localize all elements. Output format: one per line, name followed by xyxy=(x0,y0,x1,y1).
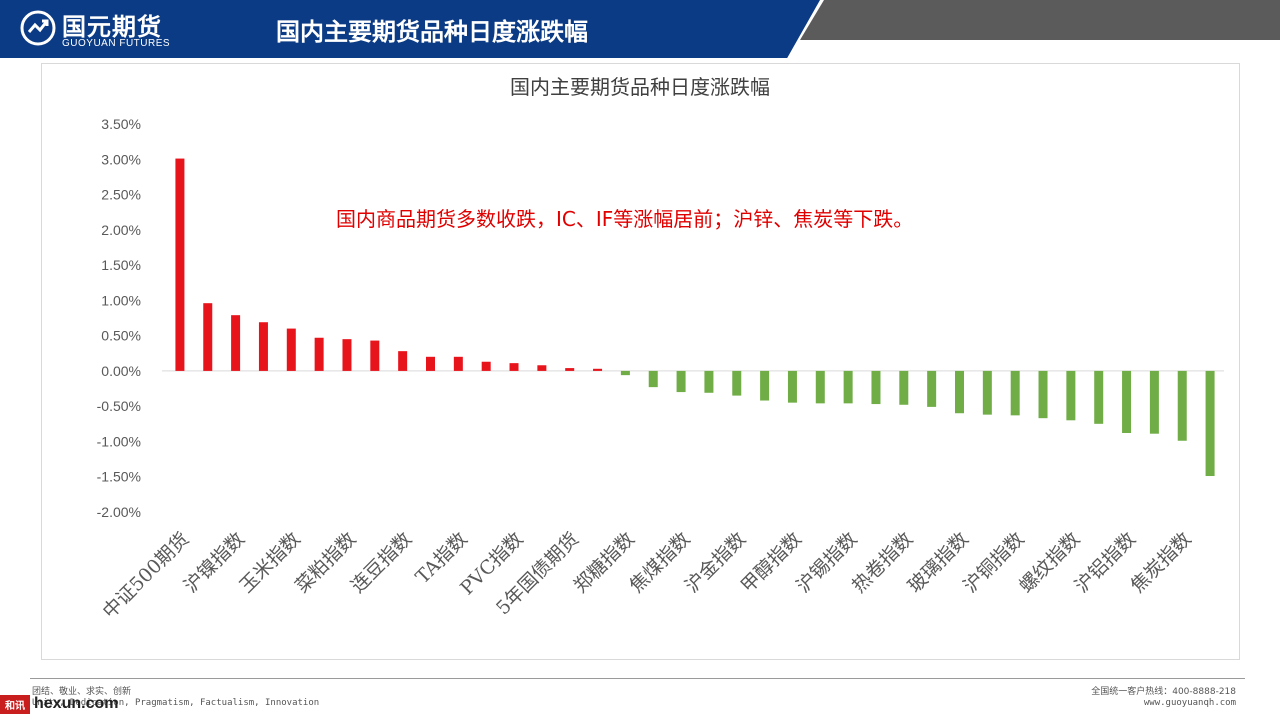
bar xyxy=(398,351,408,371)
bar xyxy=(760,370,770,401)
bar-chart: 国内主要期货品种日度涨跌幅 3.50% 3.00% 2.50% 2.00% 1.50% 1.… xyxy=(97,75,1224,623)
bar xyxy=(676,370,686,393)
bar xyxy=(843,370,853,404)
bar xyxy=(231,315,241,371)
bar xyxy=(1066,370,1076,421)
bar xyxy=(927,370,937,407)
footer-motto-cn: 团结、敬业、求实、创新 xyxy=(32,687,132,697)
x-tick-label: 玉米指数 xyxy=(236,528,305,597)
x-tick-label: 中证500期货 xyxy=(99,528,194,623)
x-tick-label: 连豆指数 xyxy=(347,528,416,597)
bar xyxy=(426,356,435,371)
y-tick-label: 2.00% xyxy=(101,222,141,238)
bar xyxy=(258,322,268,371)
watermark: 和讯 hexun.com xyxy=(0,694,118,714)
bar xyxy=(955,370,964,414)
watermark-text: hexun.com xyxy=(34,695,119,712)
x-tick-label: 菜粕指数 xyxy=(291,528,360,597)
page-title: 国内主要期货品种日度涨跌幅 xyxy=(276,18,588,46)
bar xyxy=(871,370,881,405)
bar xyxy=(1038,370,1048,419)
header-gray-band xyxy=(800,0,1280,40)
bar xyxy=(565,368,575,371)
header-blue-band xyxy=(0,0,820,58)
bar xyxy=(314,337,324,371)
bar xyxy=(1205,370,1215,477)
logo-icon xyxy=(20,10,56,46)
x-tick-label: 焦煤指数 xyxy=(625,528,694,597)
footer-hotline: 全国统一客户热线：400-8888-218 xyxy=(1091,687,1236,697)
x-tick-label: 甲醇指数 xyxy=(737,528,806,597)
bar xyxy=(286,328,296,371)
bar xyxy=(342,339,352,371)
x-tick-label: 沪锡指数 xyxy=(792,528,861,597)
chart-frame: 国内主要期货品种日度涨跌幅 3.50% 3.00% 2.50% 2.00% 1.50% 1.… xyxy=(41,63,1240,660)
bar xyxy=(1122,370,1132,433)
bar xyxy=(453,356,463,371)
y-tick-label: -0.50% xyxy=(97,398,141,414)
bar xyxy=(1149,370,1159,434)
bar xyxy=(732,370,742,396)
y-tick-label: 0.00% xyxy=(101,363,141,379)
chart-title: 国内主要期货品种日度涨跌幅 xyxy=(510,75,770,99)
y-tick-label: 3.50% xyxy=(101,116,141,132)
bar xyxy=(593,368,603,371)
bar xyxy=(982,370,992,415)
bar xyxy=(787,370,797,403)
header: 国元期货 GUOYUAN FUTURES 国内主要期货品种日度涨跌幅 xyxy=(0,0,1280,58)
bar xyxy=(815,370,825,404)
logo-text-en: GUOYUAN FUTURES xyxy=(62,38,171,49)
x-tick-label: 沪镍指数 xyxy=(180,528,249,597)
bar xyxy=(704,370,714,393)
bar xyxy=(1010,370,1020,416)
x-tick-label: 沪金指数 xyxy=(681,528,750,597)
watermark-badge: 和讯 xyxy=(0,694,30,714)
x-tick-label: 热卷指数 xyxy=(848,528,917,597)
x-tick-label: 沪铝指数 xyxy=(1071,528,1140,597)
x-tick-label: 玻璃指数 xyxy=(904,528,973,597)
footer-motto-en: Unity, Dedication, Pragmatism, Factualis… xyxy=(32,698,320,708)
bar xyxy=(1094,370,1104,424)
bar xyxy=(648,370,658,388)
bar xyxy=(899,370,909,405)
y-tick-label: 0.50% xyxy=(101,328,141,344)
bar xyxy=(620,370,630,376)
y-tick-label: -1.50% xyxy=(97,469,141,485)
logo-text-cn: 国元期货 xyxy=(62,13,162,41)
y-tick-label: -1.00% xyxy=(97,433,141,449)
x-tick-label: 螺纹指数 xyxy=(1015,528,1084,597)
bar xyxy=(509,363,519,371)
bar xyxy=(175,158,185,371)
bar xyxy=(1177,370,1187,441)
y-tick-label: 1.00% xyxy=(101,292,141,308)
bar xyxy=(537,365,547,371)
x-tick-label: 郑糖指数 xyxy=(570,528,639,597)
y-tick-label: 1.50% xyxy=(101,257,141,273)
chart-annotation: 国内商品期货多数收跌，IC、IF等涨幅居前；沪锌、焦炭等下跌。 xyxy=(336,207,914,231)
y-tick-label: 3.00% xyxy=(101,151,141,167)
y-tick-label: -2.00% xyxy=(97,504,141,520)
bar xyxy=(481,361,491,371)
y-tick-label: 2.50% xyxy=(101,187,141,203)
footer-divider xyxy=(30,678,1245,679)
bar xyxy=(203,303,213,371)
x-tick-label: 焦炭指数 xyxy=(1126,528,1195,597)
x-tick-label: 沪铜指数 xyxy=(959,528,1028,597)
footer-website: www.guoyuanqh.com xyxy=(1143,698,1236,708)
bar xyxy=(370,340,380,371)
